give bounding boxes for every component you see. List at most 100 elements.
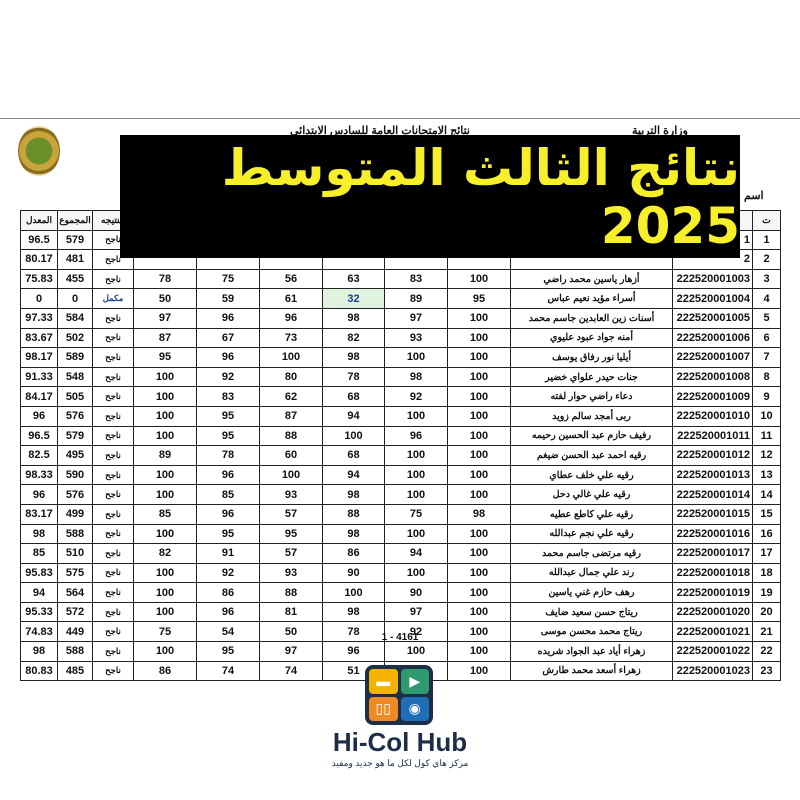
student-name-cell: أسنات زين العابدين جاسم محمد [510, 307, 673, 329]
subject-2-cell: 96 [384, 425, 448, 447]
results-table: المعدل المجموع النتيجه ت 96.5 579 ناجح 1 1 80.17… [20, 210, 781, 682]
column-header: المعدل [20, 210, 58, 231]
exam-number-cell: 222520001023 [672, 660, 753, 682]
total-cell: 575 [57, 562, 93, 584]
subject-4-cell: 93 [259, 484, 323, 505]
subject-5-cell: 96 [196, 347, 260, 368]
subject-6-cell: 100 [133, 405, 197, 427]
camera-icon: ◉ [400, 696, 429, 721]
subject-3-cell: 88 [322, 503, 385, 525]
total-cell: 505 [57, 386, 93, 407]
total-cell: 502 [57, 327, 93, 349]
subject-5-cell: 74 [196, 660, 260, 682]
subject-1-cell: 100 [447, 268, 511, 290]
subject-6-cell: 100 [133, 425, 197, 447]
row-number-cell: 9 [752, 386, 781, 407]
average-cell: 96.5 [20, 425, 58, 447]
exam-number-cell: 222520001020 [672, 601, 753, 623]
table-row: 98.17 589 ناجح 95 96 100 98 100 100 أيليا نور رفا… [20, 347, 781, 368]
subject-6-cell: 89 [133, 445, 197, 466]
total-cell: 590 [57, 464, 93, 486]
result-cell: ناجح [92, 601, 134, 623]
subject-6-cell: 100 [133, 386, 197, 407]
total-cell: 584 [57, 307, 93, 329]
table-row: 0 0 مكمل 50 59 61 32 89 95 أسراء مؤيد نعيم عباس 22… [20, 288, 781, 309]
subject-1-cell: 100 [447, 327, 511, 349]
brand-tagline: مركز هاي كول لكل ما هو جديد ومفيد [331, 758, 469, 768]
row-number-cell: 1 [752, 229, 781, 251]
ministry-seal-logo [18, 126, 60, 176]
subject-1-cell: 100 [447, 405, 511, 427]
student-name-cell: رفيف حازم عبد الحسين رحيمه [510, 425, 673, 447]
table-row: 84.17 505 ناجح 100 83 62 68 92 100 دعاء راضي حوار… [20, 386, 781, 407]
subject-6-cell: 100 [133, 562, 197, 584]
student-name-cell: جنات حيدر علواي خضير [510, 366, 673, 388]
subject-3-cell: 98 [322, 484, 385, 505]
subject-2-cell: 100 [384, 484, 448, 505]
subject-6-cell: 100 [133, 582, 197, 603]
result-cell: ناجح [92, 307, 134, 329]
subject-1-cell: 100 [447, 562, 511, 584]
table-row: 75.83 455 ناجح 78 75 56 63 83 100 أزهار ياسين محم… [20, 268, 781, 290]
exam-number-cell: 222520001003 [672, 268, 753, 290]
row-number-cell: 20 [752, 601, 781, 623]
subject-3-cell: 63 [322, 268, 385, 290]
total-cell: 588 [57, 523, 93, 545]
subject-2-cell: 100 [384, 562, 448, 584]
row-number-cell: 22 [752, 641, 781, 662]
page-number: 1 - 4161 [381, 632, 419, 643]
subject-1-cell: 100 [447, 307, 511, 329]
student-name-cell: ريتاج حسن سعيد ضايف [510, 601, 673, 623]
subject-2-cell: 97 [384, 307, 448, 329]
divider [0, 118, 800, 119]
subject-6-cell: 100 [133, 523, 197, 545]
row-number-cell: 17 [752, 543, 781, 564]
table-row: 95.33 572 ناجح 100 96 81 98 97 100 ريتاج حسن سعيد… [20, 601, 781, 623]
result-cell: مكمل [92, 288, 134, 309]
subject-2-cell: 89 [384, 288, 448, 309]
exam-number-cell: 222520001017 [672, 543, 753, 564]
exam-number-cell: 222520001022 [672, 641, 753, 662]
subject-6-cell: 78 [133, 268, 197, 290]
subject-2-cell: 83 [384, 268, 448, 290]
subject-5-cell: 67 [196, 327, 260, 349]
subject-3-cell: 94 [322, 464, 385, 486]
subject-4-cell: 97 [259, 641, 323, 662]
average-cell: 83.67 [20, 327, 58, 349]
total-cell: 495 [57, 445, 93, 466]
row-number-cell: 4 [752, 288, 781, 309]
subject-2-cell: 94 [384, 543, 448, 564]
subject-4-cell: 60 [259, 445, 323, 466]
average-cell: 98.17 [20, 347, 58, 368]
average-cell: 96 [20, 484, 58, 505]
subject-4-cell: 57 [259, 503, 323, 525]
total-cell: 499 [57, 503, 93, 525]
subject-6-cell: 87 [133, 327, 197, 349]
exam-number-cell: 222520001012 [672, 445, 753, 466]
subject-1-cell: 100 [447, 523, 511, 545]
total-cell: 0 [57, 288, 93, 309]
student-name-cell: أسراء مؤيد نعيم عباس [510, 288, 673, 309]
table-row: 74.83 449 ناجح 75 54 50 78 92 100 ريتاج محمد محسن… [20, 621, 781, 643]
subject-4-cell: 81 [259, 601, 323, 623]
subject-6-cell: 100 [133, 464, 197, 486]
subject-5-cell: 92 [196, 562, 260, 584]
subject-1-cell: 100 [447, 543, 511, 564]
subject-6-cell: 100 [133, 366, 197, 388]
student-name-cell: ربى أمجد سالم زويد [510, 405, 673, 427]
subject-4-cell: 93 [259, 562, 323, 584]
row-number-cell: 7 [752, 347, 781, 368]
subject-6-cell: 75 [133, 621, 197, 643]
subject-4-cell: 80 [259, 366, 323, 388]
average-cell: 84.17 [20, 386, 58, 407]
table-row: 94 564 ناجح 100 86 88 100 90 100 رهف حازم غني ياس… [20, 582, 781, 603]
exam-number-cell: 222520001005 [672, 307, 753, 329]
subject-6-cell: 85 [133, 503, 197, 525]
column-header: المجموع [57, 210, 93, 231]
subject-1-cell: 100 [447, 484, 511, 505]
subject-4-cell: 100 [259, 464, 323, 486]
subject-2-cell: 97 [384, 601, 448, 623]
total-cell: 576 [57, 484, 93, 505]
row-number-cell: 8 [752, 366, 781, 388]
subject-1-cell: 100 [447, 464, 511, 486]
